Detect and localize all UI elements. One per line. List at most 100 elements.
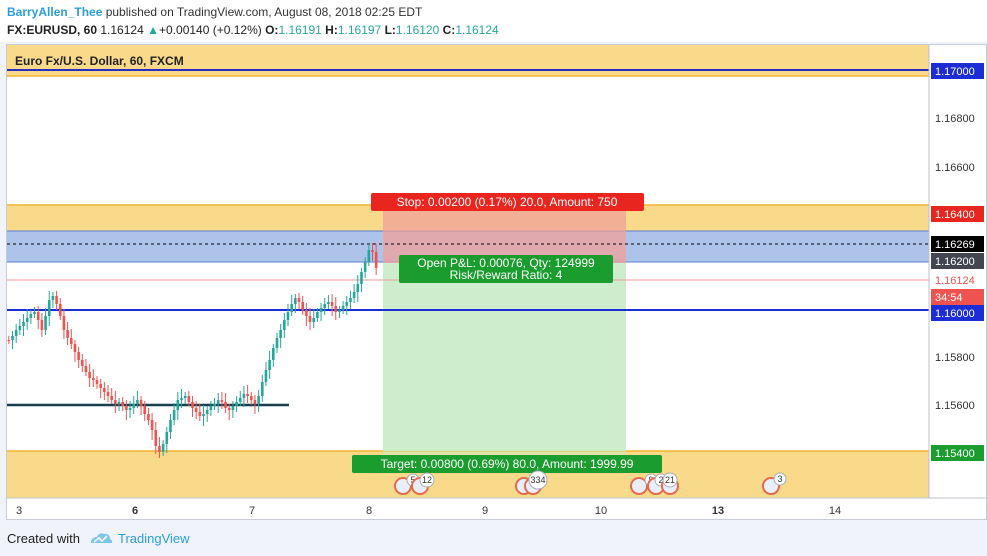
published-text: published on TradingView.com, August 08,… xyxy=(102,5,423,19)
candle-body xyxy=(165,432,169,444)
price-label: 1.16269 xyxy=(935,239,975,251)
candle-body xyxy=(238,398,242,402)
tradingview-brand-link[interactable]: TradingView xyxy=(118,531,190,546)
candle-body xyxy=(316,312,319,318)
candle-body xyxy=(132,404,136,408)
header-bar: BarryAllen_Thee published on TradingView… xyxy=(0,0,987,42)
price-axis[interactable] xyxy=(929,45,986,498)
candle-body xyxy=(36,312,40,320)
price-tick: 1.16600 xyxy=(935,162,975,174)
price-label: 1.16124 xyxy=(935,275,975,287)
price-label: 34:54 xyxy=(935,292,963,304)
candle-body xyxy=(143,406,147,414)
candle-body xyxy=(301,302,304,310)
candle-body xyxy=(334,306,338,312)
candle-body xyxy=(275,338,279,348)
candle-body xyxy=(121,402,125,406)
candle-body xyxy=(95,380,99,384)
candle-body xyxy=(136,400,139,404)
price-tick: 1.16800 xyxy=(935,113,975,125)
price-label-box xyxy=(931,236,984,252)
target-label-box xyxy=(352,455,662,473)
time-tick: 9 xyxy=(482,505,488,517)
candle-body xyxy=(73,344,77,352)
candle-body xyxy=(62,316,66,330)
price-axis-labels: 1.16800 1.16600 1.15800 1.15600 1.17000 1.164… xyxy=(931,63,984,461)
price-tick: 1.15800 xyxy=(935,352,975,364)
candle-body xyxy=(114,400,117,404)
open-label: O: xyxy=(265,23,279,37)
candle-body xyxy=(323,304,327,308)
candle-body xyxy=(99,384,102,388)
candle-body xyxy=(367,250,371,262)
time-tick: 8 xyxy=(366,505,372,517)
candle-body xyxy=(363,262,367,272)
candle-body xyxy=(345,302,349,306)
time-tick: 10 xyxy=(595,505,607,517)
candle-body xyxy=(356,284,360,292)
symbol-label: FX:EURUSD, 60 xyxy=(7,23,98,37)
candle-body xyxy=(150,420,154,430)
take-profit-area[interactable] xyxy=(383,263,626,451)
last-price: 1.16124 xyxy=(100,23,144,37)
created-with-text: Created with xyxy=(7,531,80,546)
candle-body xyxy=(14,330,18,336)
event-count: 21 xyxy=(665,475,675,485)
candle-body xyxy=(213,404,216,406)
change-value: +0.00140 (+0.12%) xyxy=(159,23,262,37)
candle-body xyxy=(205,410,209,414)
candle-body xyxy=(81,360,84,366)
candle-body xyxy=(187,396,191,402)
price-label-box xyxy=(931,289,984,305)
price-label: 1.16200 xyxy=(935,256,975,268)
event-count-badge xyxy=(419,472,435,488)
candle-body xyxy=(290,304,293,312)
pnl-label-line2: Risk/Reward Ratio: 4 xyxy=(450,268,563,282)
time-tick: 3 xyxy=(16,505,22,517)
price-label: 1.16400 xyxy=(935,209,975,221)
candle-body xyxy=(22,322,25,326)
open-value: 1.16191 xyxy=(278,23,322,37)
candle-body xyxy=(191,402,194,408)
event-markers[interactable]: 5 12 334 9 2 21 3 xyxy=(394,470,787,495)
time-tick: 7 xyxy=(249,505,255,517)
candle-body xyxy=(341,306,345,310)
candle-body xyxy=(272,348,275,360)
high-label: H: xyxy=(325,23,338,37)
candle-body xyxy=(308,316,312,322)
candle-body xyxy=(352,292,356,298)
candle-body xyxy=(51,296,55,300)
price-label-box xyxy=(931,272,984,288)
time-axis-labels: 3 6 7 8 9 10 13 14 xyxy=(16,505,841,517)
event-count: 3 xyxy=(777,474,782,484)
candle-body xyxy=(161,444,165,452)
up-arrow-icon: ▲ xyxy=(147,23,159,37)
candle-body xyxy=(279,330,282,338)
candle-body xyxy=(297,298,301,302)
author-link[interactable]: BarryAllen_Thee xyxy=(7,5,103,19)
stop-label-box xyxy=(371,193,644,211)
price-label-box xyxy=(931,445,984,461)
candle-body xyxy=(154,430,158,446)
candle-body xyxy=(235,402,238,406)
candle-body xyxy=(25,318,29,322)
candle-body xyxy=(172,410,176,420)
ohlc-line: FX:EURUSD, 60 1.16124 ▲+0.00140 (+0.12%)… xyxy=(7,23,499,37)
price-label-box xyxy=(931,253,984,269)
candle-body xyxy=(88,372,91,378)
candle-body xyxy=(242,394,246,398)
candle-body xyxy=(338,310,341,312)
candle-body xyxy=(227,408,231,410)
candle-body xyxy=(44,316,47,330)
candle-body xyxy=(198,412,202,416)
candle-body xyxy=(183,396,187,398)
close-value: 1.16124 xyxy=(455,23,499,37)
high-value: 1.16197 xyxy=(337,23,382,37)
candle-body xyxy=(103,388,106,392)
low-value: 1.16120 xyxy=(395,23,440,37)
stop-loss-area[interactable] xyxy=(383,211,626,263)
candle-body xyxy=(216,400,220,404)
candle-body xyxy=(249,396,253,400)
candle-body xyxy=(224,402,227,408)
